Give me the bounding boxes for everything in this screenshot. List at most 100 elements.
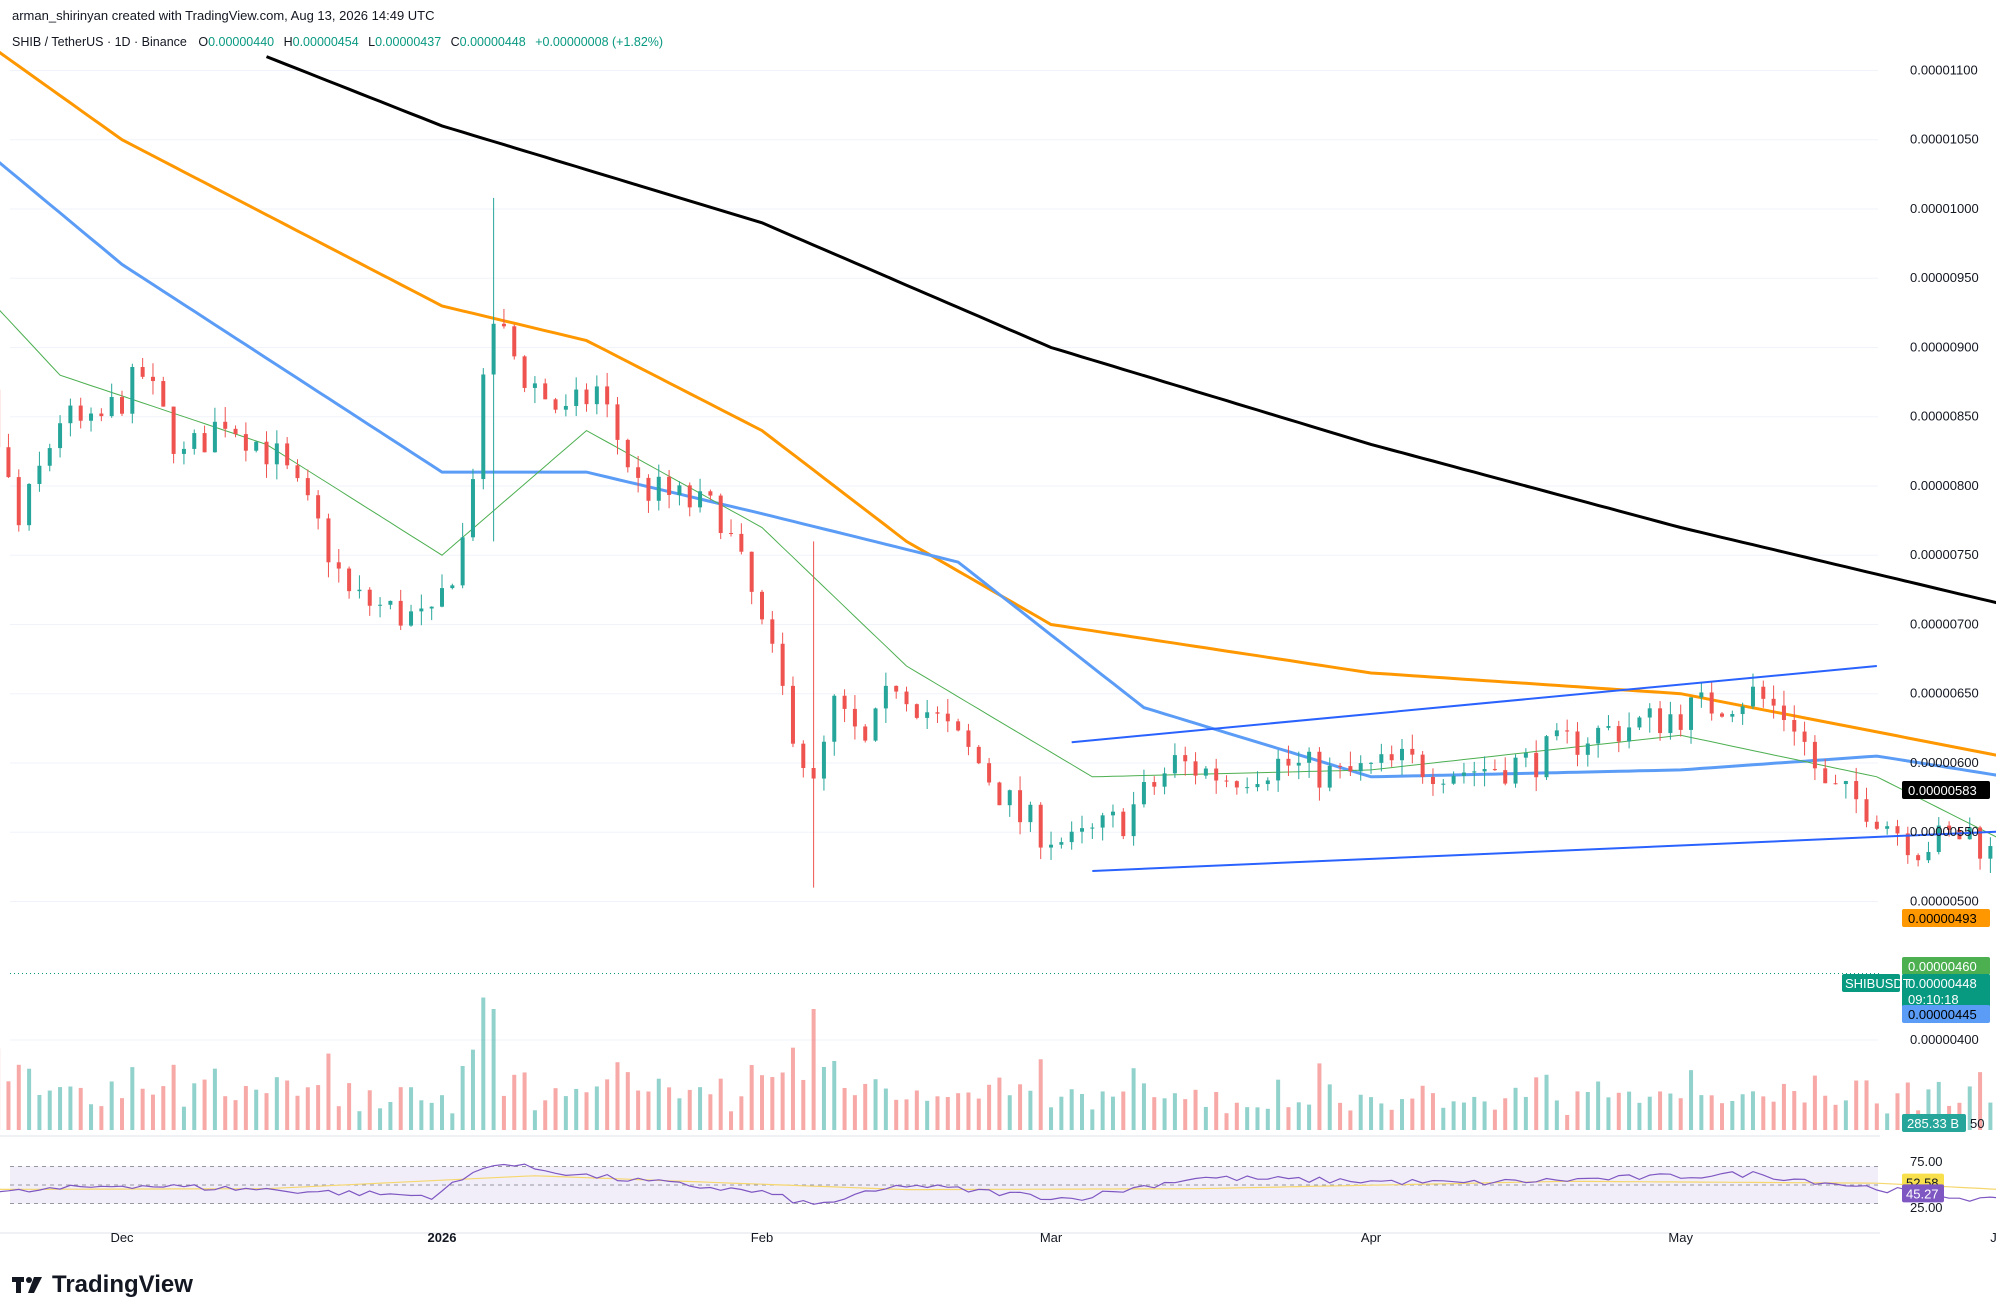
volume-bar	[181, 1106, 186, 1130]
high-value: 0.00000454	[292, 35, 359, 49]
volume-bar	[347, 1083, 352, 1130]
symbol-name[interactable]: SHIB / TetherUS · 1D · Binance	[12, 35, 187, 49]
candle-body	[1224, 780, 1229, 782]
candle-body	[987, 763, 992, 783]
volume-bar	[501, 1095, 506, 1130]
candle-body	[956, 721, 961, 731]
volume-bar	[1523, 1096, 1528, 1130]
candle-body	[1978, 827, 1983, 859]
candle-body	[914, 704, 919, 718]
candle-body	[1874, 821, 1879, 829]
volume-bar	[749, 1065, 754, 1130]
volume-bar	[832, 1060, 837, 1130]
time-tick-label: Jun	[1990, 1230, 1996, 1245]
volume-bar	[842, 1087, 847, 1130]
candle-body	[1781, 705, 1786, 720]
trendline[interactable]	[1071, 665, 1877, 744]
volume-bar	[1627, 1091, 1632, 1130]
candle-body	[1565, 730, 1570, 732]
rsi-tick-label: 75.00	[1910, 1154, 1943, 1169]
volume-tag-bg	[1902, 1114, 1966, 1132]
volume-bar	[1203, 1106, 1208, 1130]
candle-body	[1358, 763, 1363, 772]
volume-bar	[821, 1067, 826, 1130]
volume-bar	[1926, 1089, 1931, 1130]
candle-body	[770, 619, 775, 644]
candle-body	[656, 476, 661, 501]
candle-body	[1451, 775, 1456, 784]
candle-body	[1172, 755, 1177, 774]
volume-bar	[945, 1097, 950, 1130]
volume-bar	[254, 1089, 259, 1130]
footer: TradingView	[12, 1270, 193, 1300]
candle-body	[1090, 827, 1095, 829]
volume-bar	[1668, 1093, 1673, 1130]
volume-bar	[1843, 1100, 1848, 1130]
volume-bar	[1348, 1110, 1353, 1130]
candle-body	[687, 485, 692, 508]
trendline[interactable]	[1092, 825, 1996, 873]
volume-bar	[935, 1096, 940, 1130]
candle-body	[192, 433, 197, 449]
volume-bar	[708, 1094, 713, 1130]
candle-body	[1100, 815, 1105, 828]
volume-bar	[1554, 1100, 1559, 1130]
candle-body	[1596, 727, 1601, 744]
candle-body	[574, 389, 579, 406]
candle-body	[1947, 825, 1952, 830]
candle-body	[58, 423, 63, 449]
candle-body	[1988, 846, 1993, 859]
candle-body	[1245, 787, 1250, 789]
candle-body	[925, 712, 930, 718]
volume-bar	[1100, 1091, 1105, 1130]
candle-body	[935, 712, 940, 714]
candle-body	[1843, 781, 1848, 785]
grid	[0, 69, 1880, 1234]
time-axis[interactable]: Dec2026FebMarAprMayJunJulAugSepOct	[110, 1230, 1996, 1245]
candle-body	[1720, 713, 1724, 717]
volume-bar	[873, 1079, 878, 1130]
open-label: O	[198, 35, 209, 49]
volume-bar	[1193, 1089, 1198, 1130]
candle-body	[1348, 766, 1353, 772]
price-tags: 0.00000583 0.00000493 0.00000460 0.00000448…	[1842, 781, 1990, 1203]
candle-body	[388, 600, 393, 605]
trendlines[interactable]	[10, 665, 1996, 998]
price-tick-label: 0.00001100	[1910, 62, 1978, 77]
candle-body	[1038, 804, 1043, 848]
candle-body	[1028, 804, 1033, 823]
candle-body	[1379, 754, 1384, 763]
candle-body	[739, 533, 744, 552]
rsi-band	[10, 1166, 1878, 1204]
price-tag-bg	[1902, 1005, 1990, 1023]
price-tick-label: 0.00000400	[1910, 1032, 1979, 1047]
volume-bar	[274, 1077, 279, 1130]
volume-bar	[1410, 1098, 1415, 1130]
high-label: H	[283, 35, 293, 49]
volume-bar	[1152, 1097, 1157, 1130]
candle-body	[584, 389, 589, 405]
volume-bar	[491, 1009, 496, 1130]
candle-body	[212, 421, 217, 453]
volume-bar	[1379, 1103, 1384, 1130]
volume-bar	[1585, 1091, 1590, 1130]
volume-bar	[1369, 1097, 1374, 1130]
volume-bar	[646, 1091, 651, 1130]
price-axis[interactable]: 0.00001100 0.00001050 0.00001000 0.00000950…	[1910, 62, 1979, 1047]
volume-bar	[574, 1088, 579, 1130]
candle-body	[419, 608, 424, 612]
volume-bar	[914, 1090, 919, 1130]
volume-bar	[336, 1106, 341, 1130]
candle-body	[1854, 781, 1859, 800]
candle-body	[254, 441, 259, 451]
volume-bar	[78, 1087, 83, 1130]
volume-bar	[1709, 1095, 1714, 1130]
rsi-tag: 45.27	[1906, 1186, 1939, 1201]
volume-bar	[460, 1065, 465, 1130]
volume-bar	[1606, 1097, 1611, 1130]
candle-body	[1668, 714, 1673, 734]
volume-bar	[388, 1101, 393, 1130]
volume-bar	[6, 1081, 11, 1130]
candle-body	[1916, 855, 1921, 861]
